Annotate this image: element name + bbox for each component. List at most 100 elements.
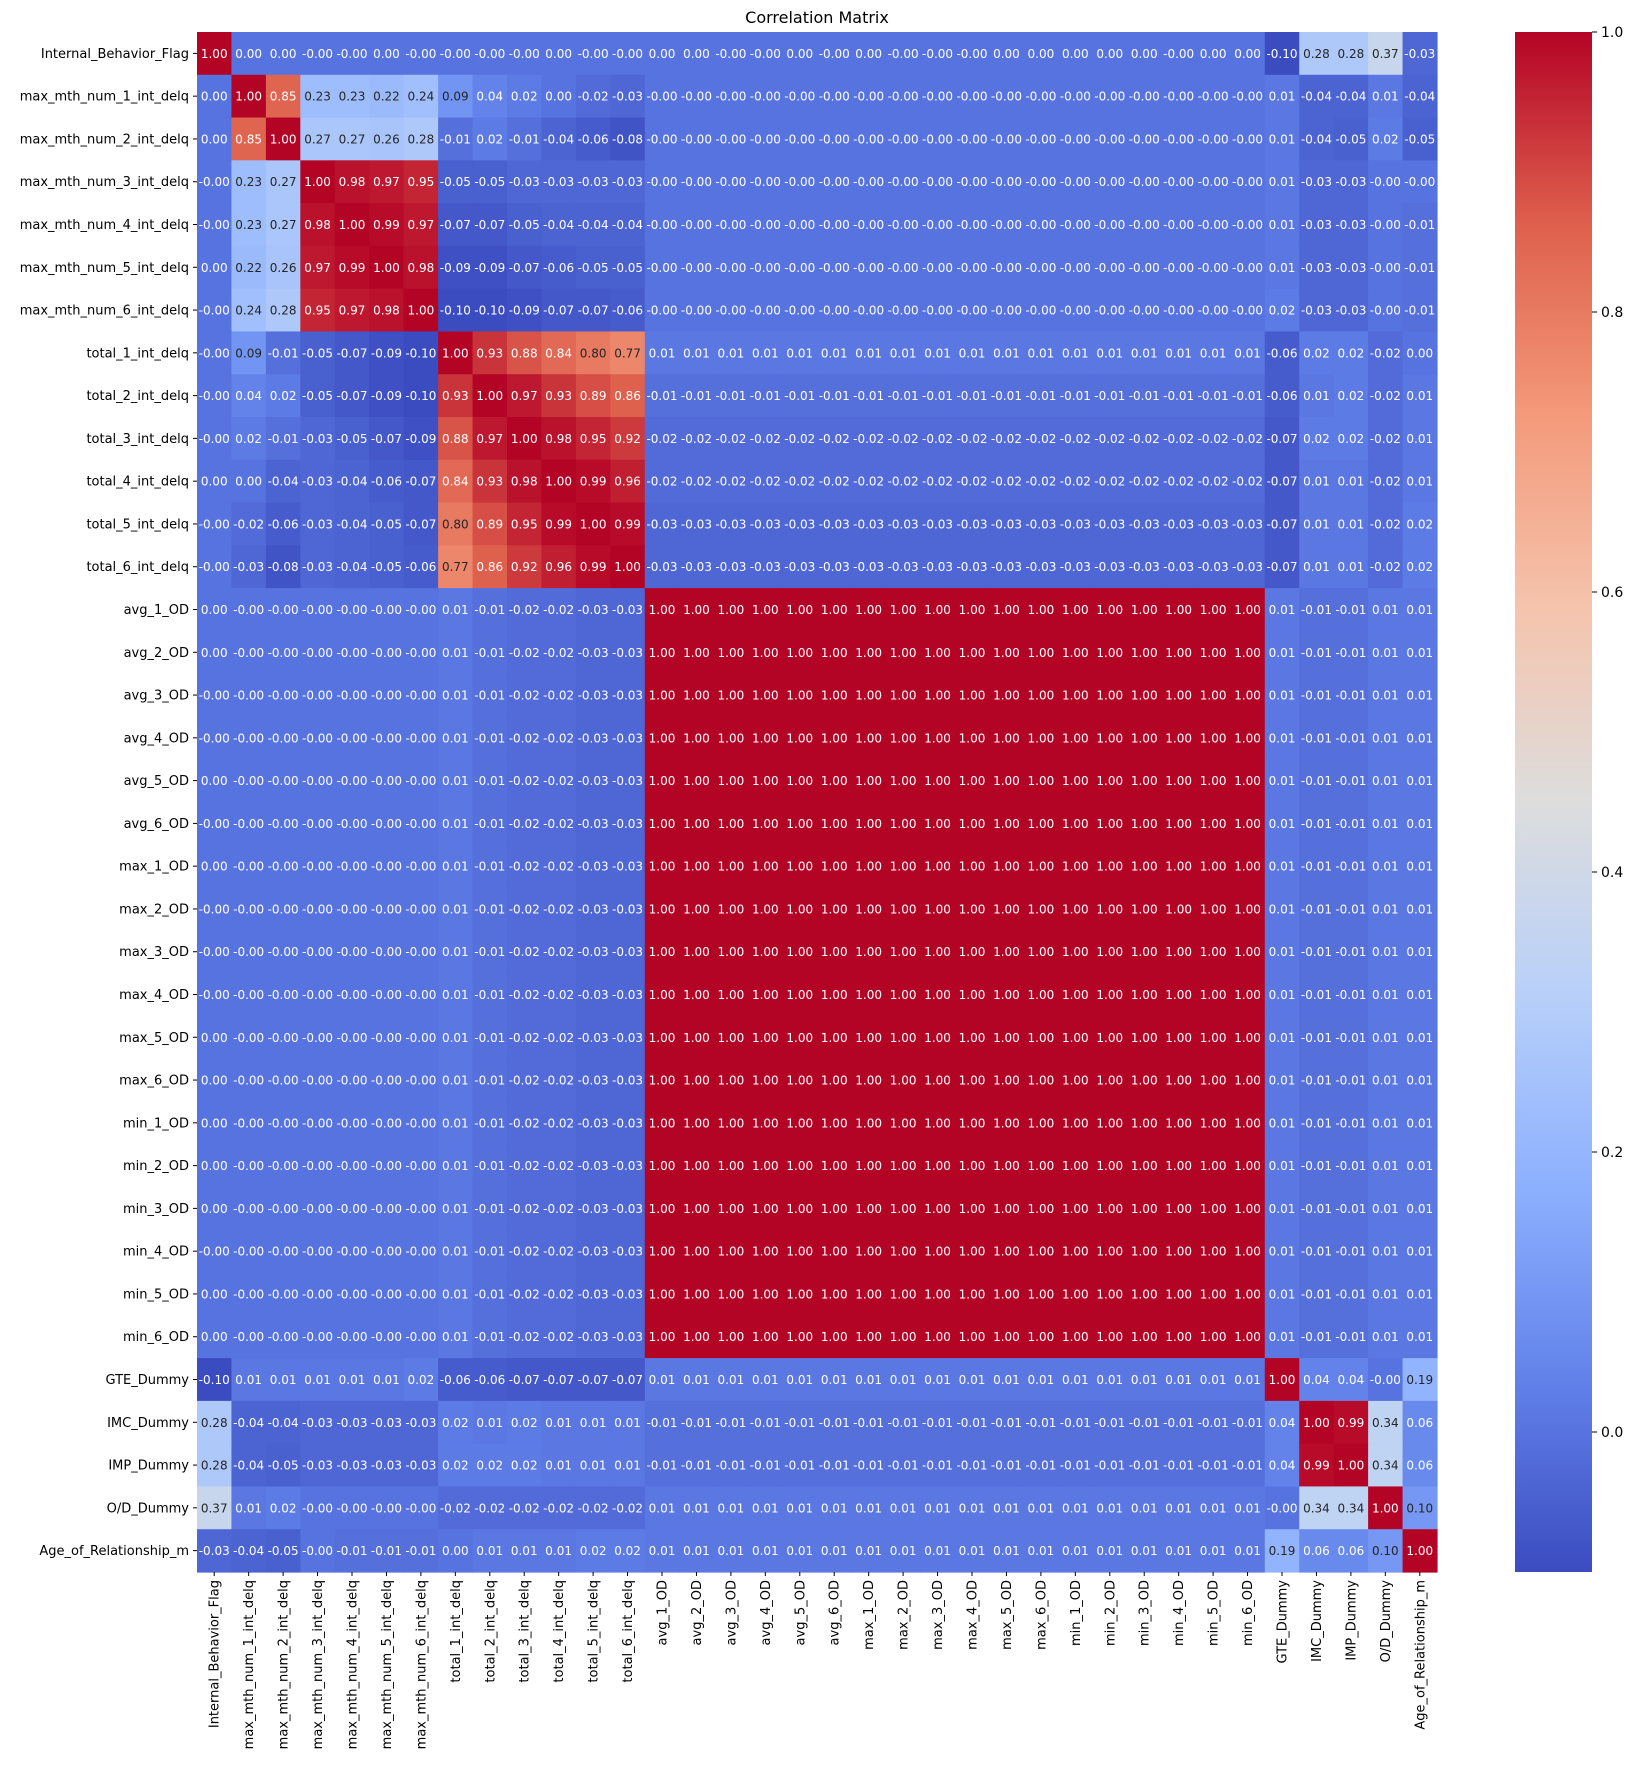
cell-value-label: -0.00 — [1370, 175, 1401, 189]
heatmap-cell — [1230, 417, 1266, 461]
cell-value-label: -0.00 — [888, 132, 919, 146]
cell-value-label: -0.03 — [578, 1202, 609, 1216]
cell-value-label: 1.00 — [649, 1287, 676, 1301]
cell-value-label: 1.00 — [855, 774, 882, 788]
cell-value-label: -0.01 — [956, 389, 987, 403]
cell-value-label: 1.00 — [855, 1159, 882, 1173]
cell-value-label: -0.07 — [612, 1373, 643, 1387]
cell-value-label: 1.00 — [1028, 774, 1055, 788]
heatmap-cell — [265, 245, 301, 290]
cell-value-label: -0.00 — [956, 261, 987, 275]
cell-value-label: -0.02 — [509, 603, 540, 617]
cell-value-label: 0.02 — [442, 1459, 469, 1473]
heatmap-cell — [403, 160, 439, 204]
cell-value-label: 1.00 — [649, 1074, 676, 1088]
cell-value-label: 0.00 — [201, 1159, 228, 1173]
cell-value-label: 1.00 — [1062, 1202, 1089, 1216]
cell-value-label: -0.03 — [612, 175, 643, 189]
cell-value-label: 0.01 — [924, 1501, 951, 1515]
cell-value-label: 1.00 — [1234, 731, 1261, 745]
cell-value-label: 0.02 — [1303, 432, 1330, 446]
cell-value-label: -0.02 — [509, 817, 540, 831]
cell-value-label: 1.00 — [235, 90, 262, 104]
heatmap-cell — [748, 288, 784, 333]
cell-value-label: -0.01 — [922, 1459, 953, 1473]
heatmap-cell — [1127, 117, 1163, 161]
cell-value-label: -0.06 — [612, 304, 643, 318]
cell-value-label: -0.06 — [440, 1373, 471, 1387]
cell-value-label: -0.02 — [991, 432, 1022, 446]
cell-value-label: -0.00 — [1198, 261, 1229, 275]
heatmap-cell — [1299, 417, 1335, 461]
cell-value-label: -0.08 — [612, 132, 643, 146]
cell-value-label: 1.00 — [786, 1159, 813, 1173]
cell-value-label: -0.00 — [336, 1501, 367, 1515]
heatmap-cell — [713, 117, 749, 161]
cell-value-label: -0.01 — [1301, 1202, 1332, 1216]
cell-value-label: -0.04 — [612, 218, 643, 232]
cell-value-label: -0.03 — [612, 1245, 643, 1259]
cell-value-label: -0.00 — [302, 689, 333, 703]
heatmap-cell — [1333, 374, 1369, 418]
cell-value-label: -0.01 — [1129, 1459, 1160, 1473]
cell-value-label: 0.93 — [476, 475, 503, 489]
heatmap-cell — [817, 160, 853, 204]
cell-value-label: 0.00 — [201, 1031, 228, 1045]
cell-value-label: 0.01 — [1269, 689, 1296, 703]
column-label: total_2_int_delq — [483, 1580, 498, 1683]
cell-value-label: -0.06 — [543, 261, 574, 275]
cell-value-label: 0.99 — [580, 475, 607, 489]
cell-value-label: 0.01 — [235, 1373, 262, 1387]
heatmap-cell — [954, 117, 990, 161]
heatmap-cell — [954, 74, 990, 119]
cell-value-label: 0.01 — [442, 1245, 469, 1259]
heatmap-cell — [1127, 374, 1163, 418]
cell-value-label: -0.07 — [405, 517, 436, 531]
column-label: IMP_Dummy — [1344, 1580, 1359, 1661]
cell-value-label: -0.00 — [681, 218, 712, 232]
cell-value-label: 1.00 — [683, 774, 710, 788]
heatmap-cell — [1333, 160, 1369, 204]
heatmap-cell — [575, 160, 611, 204]
cell-value-label: -0.00 — [1129, 218, 1160, 232]
heatmap-cell — [334, 288, 370, 333]
cell-value-label: 0.01 — [1269, 218, 1296, 232]
cell-value-label: 0.80 — [442, 517, 469, 531]
cell-value-label: 1.00 — [890, 646, 917, 660]
heatmap-cell — [403, 32, 439, 76]
cell-value-label: 1.00 — [924, 1202, 951, 1216]
cell-value-label: 1.00 — [649, 774, 676, 788]
heatmap-cell — [541, 288, 577, 333]
cell-value-label: -0.00 — [646, 175, 677, 189]
cell-value-label: -0.00 — [268, 731, 299, 745]
cell-value-label: 1.00 — [1131, 1245, 1158, 1259]
cell-value-label: -0.01 — [474, 860, 505, 874]
row-label: avg_3_OD — [124, 689, 189, 704]
cell-value-label: -0.01 — [1301, 860, 1332, 874]
cell-value-label: 1.00 — [1165, 1159, 1192, 1173]
cell-value-label: 1.00 — [959, 945, 986, 959]
cell-value-label: 1.00 — [1062, 731, 1089, 745]
cell-value-label: -0.00 — [715, 304, 746, 318]
cell-value-label: 1.00 — [855, 1330, 882, 1344]
cell-value-label: -0.00 — [405, 47, 436, 61]
cell-value-label: 1.00 — [786, 1031, 813, 1045]
cell-value-label: 1.00 — [718, 817, 745, 831]
heatmap-cell — [1264, 288, 1300, 333]
heatmap-cell — [438, 331, 474, 375]
cell-value-label: 0.01 — [1269, 731, 1296, 745]
heatmap-cell — [265, 331, 301, 375]
cell-value-label: -0.02 — [681, 475, 712, 489]
cell-value-label: -0.00 — [336, 1245, 367, 1259]
cell-value-label: 0.01 — [821, 1544, 848, 1558]
colorbar-tick-label: 1.0 — [1601, 25, 1623, 41]
cell-value-label: 0.01 — [1200, 1373, 1227, 1387]
cell-value-label: 1.00 — [890, 603, 917, 617]
heatmap-cell — [713, 417, 749, 461]
cell-value-label: -0.01 — [1301, 1116, 1332, 1130]
cell-value-label: -0.00 — [1025, 304, 1056, 318]
cell-value-label: 0.01 — [580, 1416, 607, 1430]
cell-value-label: 1.00 — [1234, 945, 1261, 959]
cell-value-label: 1.00 — [718, 731, 745, 745]
cell-value-label: -0.00 — [302, 1031, 333, 1045]
